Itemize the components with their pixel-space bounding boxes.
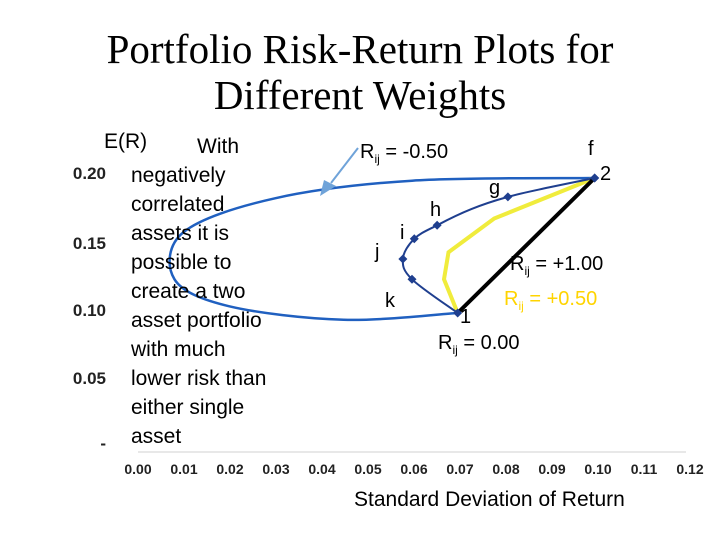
note-line: lower risk than bbox=[131, 367, 267, 390]
portfolio-markers bbox=[398, 173, 600, 318]
marker-k bbox=[407, 274, 417, 284]
x-tick-label: 0.05 bbox=[354, 461, 382, 477]
marker-g bbox=[503, 192, 513, 202]
note-line: asset bbox=[131, 425, 182, 448]
asset-label-2: 2 bbox=[600, 163, 612, 185]
annotation-note: With negatively correlated assets it is pos… bbox=[131, 132, 361, 451]
point-label-i: i bbox=[400, 222, 405, 244]
x-axis-label: Standard Deviation of Return bbox=[354, 488, 625, 511]
note-lines: negatively correlated assets it is possible… bbox=[131, 132, 361, 451]
point-label-h: h bbox=[430, 199, 442, 221]
arrow bbox=[320, 147, 359, 196]
x-tick-label: 0.01 bbox=[170, 461, 198, 477]
corr-label-050: Rij = +0.50 bbox=[504, 288, 598, 313]
note-first-line: With bbox=[197, 135, 239, 158]
title-line-2: Different Weights bbox=[213, 72, 507, 118]
note-line: either single bbox=[131, 396, 245, 419]
y-tick-label: 0.05 bbox=[72, 369, 106, 388]
y-tick-label: 0.15 bbox=[72, 234, 106, 253]
marker-h bbox=[432, 220, 442, 230]
note-line: negatively bbox=[131, 164, 226, 187]
x-tick-label: 0.10 bbox=[584, 461, 612, 477]
note-line: possible to bbox=[131, 251, 232, 274]
asset-label-1: 1 bbox=[460, 306, 472, 328]
note-line: assets it is bbox=[131, 222, 230, 245]
point-label-g: g bbox=[489, 177, 501, 199]
series-line-r-050 bbox=[441, 176, 596, 314]
note-line: with much bbox=[131, 338, 226, 361]
x-tick-label: 0.06 bbox=[400, 461, 428, 477]
x-tick-label: 0.12 bbox=[676, 461, 704, 477]
title-line-1: Portfolio Risk-Return Plots for bbox=[106, 26, 614, 72]
page-title: Portfolio Risk-Return Plots for Differen… bbox=[0, 26, 720, 118]
y-tick-label: 0.10 bbox=[72, 301, 106, 320]
marker-j bbox=[398, 254, 408, 264]
x-tick-label: 0.08 bbox=[492, 461, 520, 477]
y-tick-label: - bbox=[100, 434, 106, 453]
note-line: asset portfolio bbox=[131, 309, 262, 332]
point-label-j: j bbox=[375, 241, 380, 263]
corr-label-000: Rij = 0.00 bbox=[438, 332, 520, 357]
corr-label-neg050: Rij = -0.50 bbox=[360, 141, 449, 166]
x-tick-label: 0.04 bbox=[308, 461, 336, 477]
marker-asset-2 bbox=[590, 173, 600, 183]
marker-i bbox=[409, 234, 419, 244]
note-line: correlated bbox=[131, 193, 225, 216]
x-tick-label: 0.11 bbox=[630, 461, 658, 477]
note-line: create a two bbox=[131, 280, 246, 303]
x-tick-label: 0.03 bbox=[262, 461, 290, 477]
point-label-k: k bbox=[385, 290, 395, 312]
x-tick-label: 0.00 bbox=[124, 461, 152, 477]
y-tick-label: 0.20 bbox=[72, 164, 106, 183]
series-line-r-neg050 bbox=[168, 176, 595, 322]
point-label-f: f bbox=[588, 138, 594, 160]
x-tick-label: 0.09 bbox=[538, 461, 566, 477]
series-line-r-100 bbox=[456, 176, 597, 315]
marker-asset-1 bbox=[453, 308, 463, 318]
x-tick-label: 0.07 bbox=[446, 461, 474, 477]
x-tick-label: 0.02 bbox=[216, 461, 244, 477]
corr-label-100: Rij = +1.00 bbox=[510, 253, 604, 278]
y-axis-label: E(R) bbox=[104, 130, 148, 153]
